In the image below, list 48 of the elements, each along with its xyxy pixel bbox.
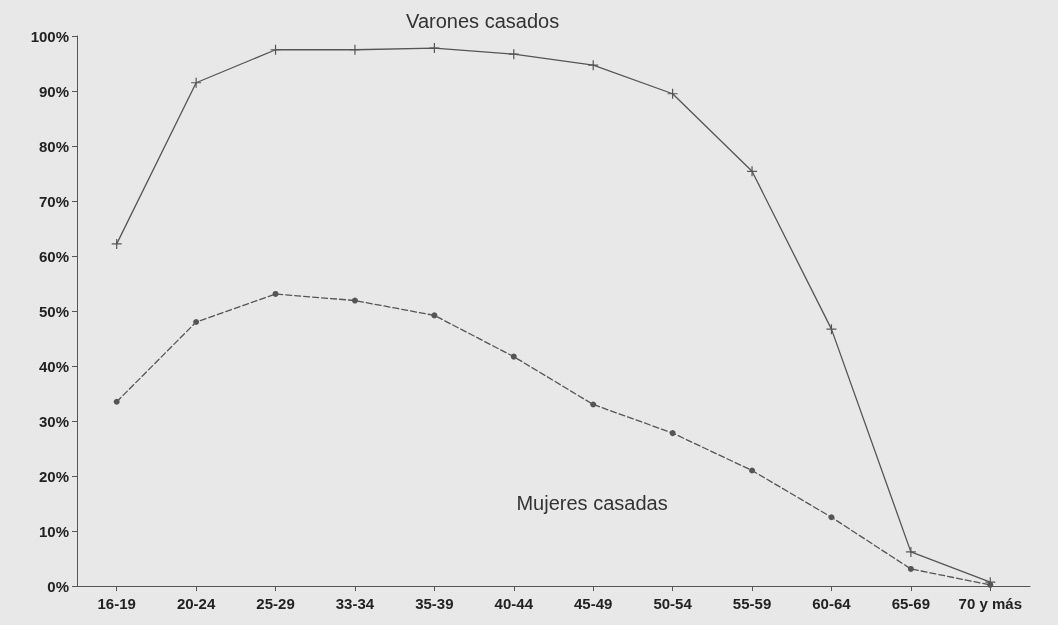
x-tick-label: 25-29 bbox=[256, 595, 295, 612]
text: Mujeres casadas bbox=[516, 491, 668, 514]
x-tick-label: 40-44 bbox=[494, 595, 534, 612]
point bbox=[669, 430, 676, 437]
point bbox=[667, 88, 679, 100]
y-tick-label: 0% bbox=[47, 577, 69, 595]
x-tick-label: 50-54 bbox=[653, 595, 693, 612]
point bbox=[431, 312, 438, 319]
x-tick-label: 60-64 bbox=[812, 595, 852, 612]
point bbox=[825, 323, 838, 335]
point bbox=[269, 44, 282, 56]
y-tick-label: 40% bbox=[38, 357, 69, 375]
point bbox=[987, 581, 994, 588]
point bbox=[905, 546, 917, 558]
point bbox=[349, 44, 361, 56]
point bbox=[428, 42, 440, 54]
y-tick-label: 10% bbox=[38, 522, 69, 540]
x-tick-label: 55-59 bbox=[732, 595, 772, 612]
y-tick-label: 50% bbox=[38, 302, 69, 320]
point bbox=[746, 165, 758, 177]
y-tick-label: 100% bbox=[30, 27, 69, 45]
series-label: Varones casados bbox=[406, 10, 560, 33]
y-tick-label: 60% bbox=[38, 247, 69, 265]
point bbox=[749, 467, 756, 474]
y-tick-label: 20% bbox=[38, 467, 69, 485]
point bbox=[272, 290, 279, 297]
x-tick-label: 33-34 bbox=[335, 595, 375, 612]
point bbox=[907, 565, 914, 572]
point bbox=[828, 514, 835, 521]
point bbox=[508, 48, 520, 60]
point bbox=[190, 77, 202, 89]
point bbox=[590, 401, 597, 408]
point bbox=[111, 238, 123, 250]
point bbox=[351, 297, 358, 304]
x-tick-label: 20-24 bbox=[176, 595, 216, 612]
point bbox=[113, 398, 120, 405]
x-tick-label: 45-49 bbox=[574, 595, 613, 612]
x-tick-label: 16-19 bbox=[97, 595, 136, 612]
y-tick-label: 90% bbox=[38, 82, 69, 100]
x-tick-label: 65-69 bbox=[891, 595, 931, 612]
point bbox=[510, 353, 517, 360]
point bbox=[587, 59, 599, 71]
point bbox=[193, 319, 200, 325]
y-tick-label: 80% bbox=[38, 137, 69, 155]
x-tick-label: 35-39 bbox=[415, 595, 454, 612]
y-tick-label: 70% bbox=[38, 192, 69, 210]
x-tick-label: 70 y más bbox=[958, 595, 1022, 612]
y-tick-label: 30% bbox=[38, 412, 69, 430]
